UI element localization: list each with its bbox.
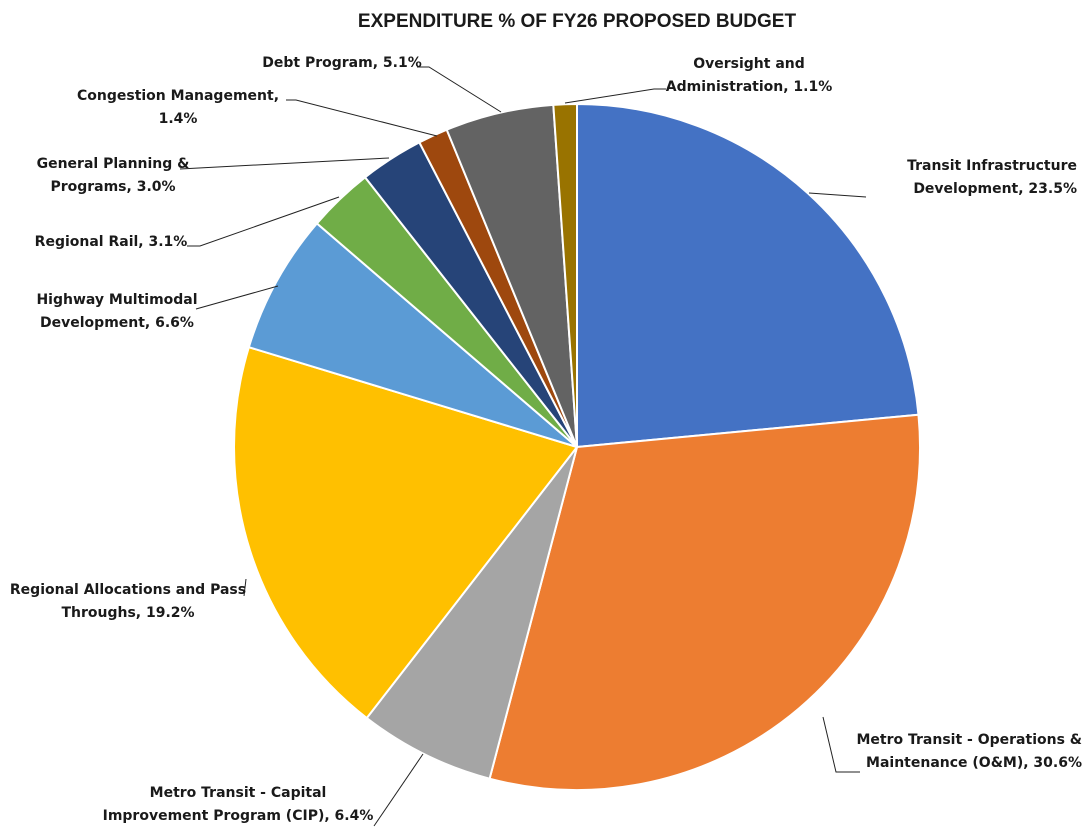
- leader-line-4: [243, 578, 247, 597]
- pie-slice-1: [576, 102, 920, 449]
- slice-label-2: Metro Transit - Operations & Maintenance …: [857, 732, 1083, 771]
- pie-slice-5: [247, 222, 578, 448]
- leader-line-1: [808, 192, 867, 198]
- slice-label-7: General Planning & Programs, 3.0%: [37, 156, 190, 195]
- slice-label-1: Transit Infrastructure Development, 23.5%: [907, 158, 1077, 197]
- leader-line-10: [564, 88, 666, 104]
- slice-labels: Transit Infrastructure Development, 23.5%…: [10, 55, 1082, 824]
- slice-label-3: Metro Transit - Capital Improvement Progr…: [103, 785, 374, 824]
- pie-slice-4: [233, 345, 579, 720]
- pie-slice-10: [552, 102, 578, 448]
- leader-line-2: [822, 716, 860, 773]
- slice-label-4: Regional Allocations and Pass Throughs, 1…: [10, 582, 246, 621]
- leader-line-8: [286, 99, 438, 137]
- leader-line-3: [373, 753, 424, 827]
- leader-line-9: [417, 66, 502, 113]
- slice-label-6: Regional Rail, 3.1%: [35, 234, 188, 250]
- slice-label-10: Oversight and Administration, 1.1%: [666, 56, 832, 95]
- slice-label-9: Debt Program, 5.1%: [262, 55, 421, 71]
- slice-label-5: Highway Multimodal Development, 6.6%: [36, 292, 197, 331]
- chart-title: EXPENDITURE % OF FY26 PROPOSED BUDGET: [358, 11, 797, 32]
- leader-line-6: [187, 196, 340, 247]
- slice-label-8: Congestion Management, 1.4%: [77, 88, 279, 127]
- leader-lines: [179, 66, 867, 827]
- pie-slice-2: [488, 413, 921, 791]
- leader-line-7: [179, 157, 390, 170]
- pie-slice-3: [365, 446, 578, 780]
- leader-line-5: [195, 285, 279, 310]
- pie-slices: [233, 102, 921, 791]
